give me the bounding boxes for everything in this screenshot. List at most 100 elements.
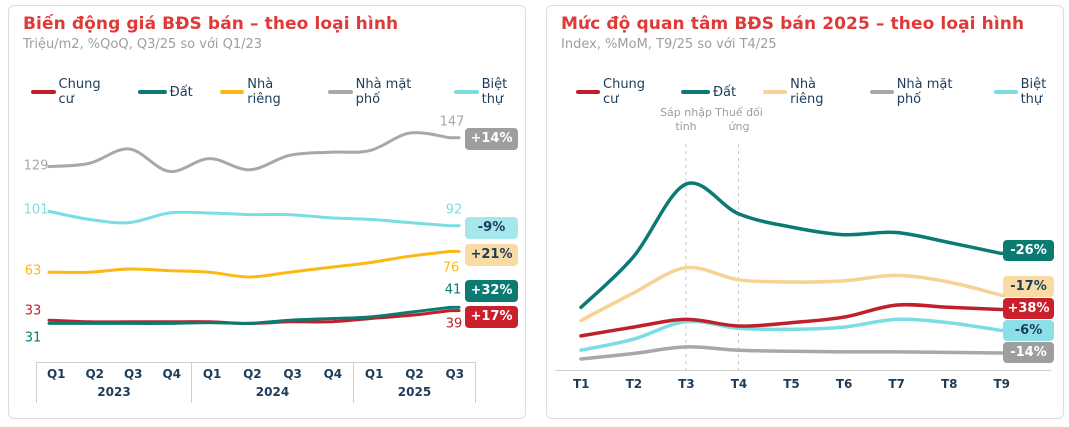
change-badge-nha-mat-pho: +14%	[465, 128, 518, 150]
legend-item-nha-rieng: Nhà riêng	[763, 77, 843, 107]
legend-item-biet-thu: Biệt thự	[454, 77, 525, 107]
start-value-biet-thu: 101	[23, 202, 49, 218]
x-tick: Q4	[323, 367, 343, 381]
x-tick: Q3	[283, 367, 302, 381]
x-axis: Q1 Q2 Q3 Q4 2023 Q1 Q2 Q3 Q4 2024 Q1	[36, 362, 476, 403]
series-line-4	[579, 317, 1011, 352]
year-label: 2023	[97, 385, 131, 399]
x-tick: Q2	[243, 367, 262, 381]
x-tick: Q2	[405, 367, 424, 381]
x-tick: T2	[625, 377, 643, 391]
start-value-nha-rieng: 63	[24, 263, 42, 279]
legend-item-dat: Đất	[137, 84, 193, 100]
legend-item-nha-mat-pho: Nhà mặt phố	[869, 77, 967, 107]
end-value-nha-rieng: 76	[442, 260, 460, 276]
x-tick: T1	[573, 377, 590, 391]
legend-label: Nhà riêng	[247, 77, 281, 107]
x-tick: Q1	[364, 367, 384, 381]
change-badge-dat: -26%	[1003, 240, 1054, 261]
x-tick: Q3	[123, 367, 143, 381]
series-line-2	[579, 265, 1011, 323]
annotation-thue-doi-ung: Thuế đối ứng	[715, 106, 763, 134]
year-label: 2025	[397, 385, 432, 399]
start-value-nha-mat-pho: 129	[23, 158, 49, 174]
change-badge-chung-cu: +17%	[465, 306, 518, 328]
chart-title: Biến động giá BĐS bán – theo loại hình	[23, 14, 399, 34]
series-line-3	[47, 131, 461, 173]
legend-label: Biệt thự	[1020, 77, 1047, 107]
change-badge-chung-cu: +38%	[1003, 298, 1054, 319]
x-tick: T8	[940, 377, 958, 391]
legend: Chung cư Đất Nhà riêng Nhà mặt phố Biệt …	[31, 77, 525, 107]
x-tick: Q3	[445, 367, 465, 381]
chart-subtitle: Index, %MoM, T9/25 so với T4/25	[561, 37, 777, 52]
x-tick: Q4	[162, 367, 182, 381]
annotation-sap-nhap-tinh: Sáp nhập tỉnh	[660, 106, 712, 134]
x-axis-line	[555, 370, 1051, 371]
end-value-biet-thu: 92	[445, 202, 463, 218]
change-badge-biet-thu: -6%	[1003, 320, 1054, 341]
x-tick: Q1	[202, 367, 222, 381]
line-swatch-icon	[576, 90, 600, 94]
x-tick: T5	[783, 377, 800, 391]
legend-label: Chung cư	[58, 77, 101, 107]
legend-label: Nhà riêng	[790, 77, 824, 107]
change-badge-biet-thu: -9%	[465, 217, 518, 239]
interest-line-chart	[579, 144, 1011, 370]
line-swatch-icon	[763, 90, 788, 94]
legend-label: Nhà mặt phố	[355, 77, 412, 107]
x-tick: T6	[835, 377, 853, 391]
series-line-1	[579, 181, 1011, 310]
legend-label: Biệt thự	[481, 77, 508, 107]
line-swatch-icon	[993, 90, 1018, 94]
legend-label: Nhà mặt phố	[896, 77, 953, 107]
legend-label: Đất	[169, 84, 193, 100]
series-line-0	[579, 302, 1011, 338]
interest-level-chart-card: Mức độ quan tâm BĐS bán 2025 – theo loại…	[546, 5, 1064, 419]
line-swatch-icon	[680, 90, 710, 94]
legend-label: Đất	[712, 84, 737, 100]
start-value-dat: 31	[24, 330, 42, 346]
x-tick: T3	[678, 377, 695, 391]
series-line-1	[47, 305, 461, 325]
year-label: 2024	[255, 385, 290, 399]
x-tick: T4	[730, 377, 748, 391]
x-tick: Q1	[46, 367, 66, 381]
end-value-nha-mat-pho: 147	[439, 114, 465, 130]
x-tick: Q2	[85, 367, 105, 381]
chart-title: Mức độ quan tâm BĐS bán 2025 – theo loại…	[561, 14, 1025, 34]
price-change-chart-card: Biến động giá BĐS bán – theo loại hình T…	[8, 5, 526, 419]
legend-item-nha-rieng: Nhà riêng	[219, 77, 301, 107]
change-badge-dat: +32%	[465, 280, 518, 302]
year-group-2025: Q1 Q2 Q3 2025	[353, 363, 476, 403]
series-line-2	[47, 249, 461, 279]
legend-item-chung-cu: Chung cư	[31, 77, 111, 107]
x-tick: T7	[888, 377, 905, 391]
price-line-chart	[47, 131, 461, 325]
year-group-2024: Q1 Q2 Q3 Q4 2024	[191, 363, 353, 403]
x-tick: T9	[993, 377, 1011, 391]
legend-item-biet-thu: Biệt thự	[993, 77, 1063, 107]
legend-item-dat: Đất	[680, 84, 737, 100]
year-group-2023: Q1 Q2 Q3 Q4 2023	[36, 363, 191, 403]
legend: Chung cư Đất Nhà riêng Nhà mặt phố Biệt …	[576, 77, 1063, 107]
change-badge-nha-rieng: +21%	[465, 244, 518, 266]
legend-label: Chung cư	[603, 77, 646, 107]
end-value-dat: 41	[444, 282, 462, 298]
line-swatch-icon	[328, 90, 353, 94]
start-value-chung-cu: 33	[24, 303, 42, 319]
line-swatch-icon	[219, 90, 245, 94]
series-line-3	[579, 345, 1011, 361]
end-value-chung-cu: 39	[445, 316, 463, 332]
legend-item-chung-cu: Chung cư	[576, 77, 654, 107]
chart-subtitle: Triệu/m2, %QoQ, Q3/25 so với Q1/23	[23, 37, 263, 52]
series-line-4	[47, 209, 461, 228]
line-swatch-icon	[454, 90, 479, 94]
line-swatch-icon	[137, 90, 167, 94]
line-swatch-icon	[31, 90, 56, 94]
legend-item-nha-mat-pho: Nhà mặt phố	[328, 77, 427, 107]
change-badge-nha-mat-pho: -14%	[1003, 342, 1054, 363]
change-badge-nha-rieng: -17%	[1003, 276, 1054, 297]
line-swatch-icon	[869, 90, 894, 94]
